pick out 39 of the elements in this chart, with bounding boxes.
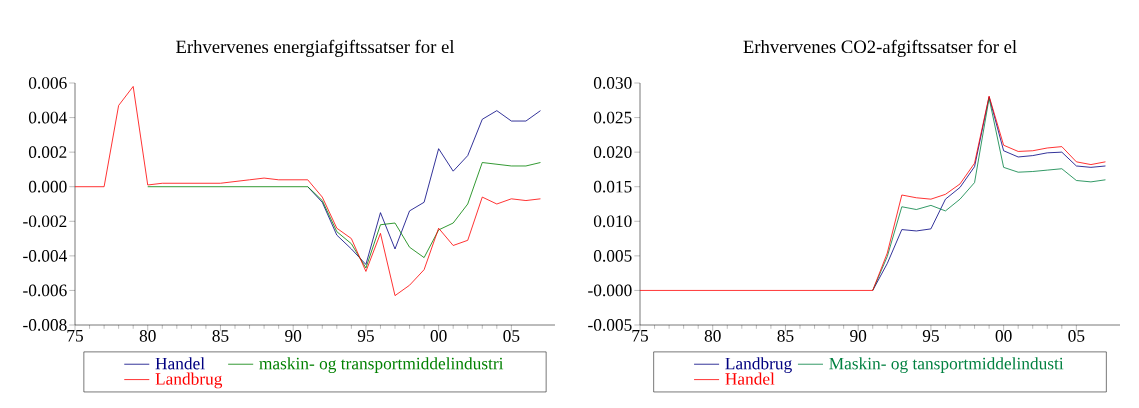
x-tick-label: 80 (704, 330, 721, 342)
y-tick-label: 0.006 (28, 77, 67, 89)
legend-label: Landbrug (725, 357, 792, 373)
y-tick-label: -0.000 (588, 284, 632, 297)
x-tick-label: 85 (777, 330, 794, 342)
y-tick-label: 0.015 (593, 180, 632, 193)
chart-title: Erhvervenes CO2-afgiftssatser for el (743, 39, 1017, 57)
legend-label: Maskin- og tansportmiddelindusti (829, 357, 1064, 373)
x-tick-label: 90 (285, 330, 302, 342)
x-tick-label: 80 (139, 330, 156, 342)
y-tick-label: -0.004 (23, 249, 68, 262)
x-tick-label: 95 (922, 330, 939, 342)
y-tick-label: 0.002 (28, 146, 67, 159)
y-tick-label: -0.008 (23, 319, 67, 331)
y-tick-label: 0.030 (593, 77, 632, 89)
x-tick-label: 05 (503, 330, 520, 342)
y-tick-label: 0.000 (28, 180, 67, 193)
x-tick-label: 75 (67, 330, 83, 342)
legend-label: Handel (725, 372, 775, 385)
x-tick-label: 95 (357, 330, 374, 342)
chart-title: Erhvervenes energiafgiftssatser for el (176, 39, 455, 57)
legend-label: Handel (155, 357, 205, 370)
y-tick-label: 0.004 (28, 111, 68, 124)
x-tick-label: 85 (212, 330, 229, 342)
legend-label: maskin- og transportmiddelindustri (259, 357, 504, 373)
x-tick-label: 05 (1068, 330, 1085, 342)
y-tick-label: -0.002 (23, 215, 67, 228)
x-tick-label: 90 (850, 330, 867, 342)
x-tick-label: 75 (632, 330, 648, 342)
y-tick-label: -0.006 (23, 284, 67, 297)
legend-label: Landbrug (155, 372, 223, 389)
y-tick-label: 0.010 (593, 215, 632, 228)
y-tick-label: 0.005 (593, 249, 632, 262)
x-tick-label: 00 (430, 330, 447, 342)
y-tick-label: 0.020 (593, 146, 632, 159)
x-tick-label: 00 (995, 330, 1012, 342)
y-tick-label: 0.025 (593, 111, 632, 124)
line-series (307, 110, 541, 265)
y-tick-label: -0.005 (588, 319, 632, 331)
